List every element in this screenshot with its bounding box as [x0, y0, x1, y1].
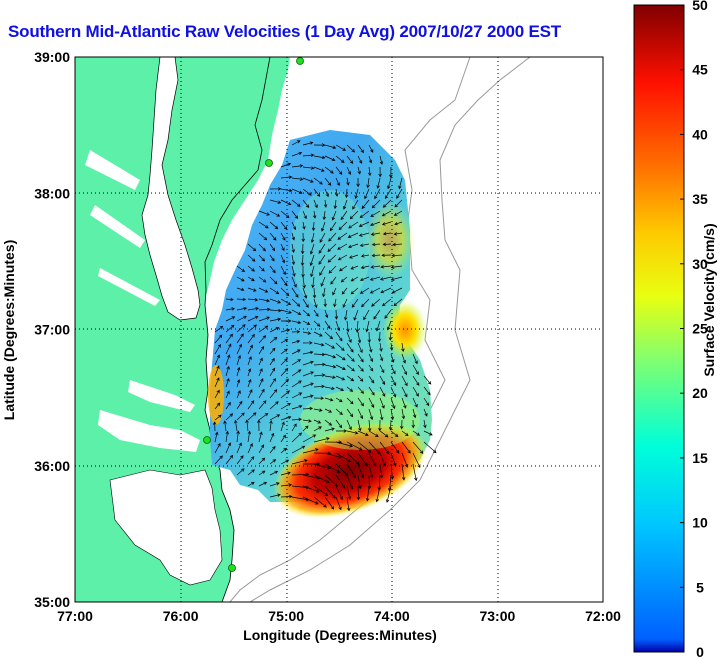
bathymetry-contours: [229, 57, 531, 602]
x-axis-label: Longitude (Degrees:Minutes): [243, 627, 437, 643]
lat-tick-label: 36:00: [34, 458, 70, 474]
colorbar-tick-label: 5: [696, 579, 704, 595]
colorbar-tick-label: 45: [692, 62, 708, 78]
colorbar-tick-label: 25: [692, 321, 708, 337]
lon-tick-label: 74:00: [374, 608, 410, 624]
lat-tick-labels: 39:00 38:00 37:00 36:00 35:00: [34, 49, 70, 610]
lon-tick-label: 73:00: [479, 608, 515, 624]
colorbar-tick-label: 35: [692, 191, 708, 207]
lon-tick-label: 75:00: [268, 608, 304, 624]
colorbar-tick-label: 15: [692, 450, 708, 466]
land-delmarva: [168, 57, 290, 300]
lat-tick-label: 38:00: [34, 185, 70, 201]
colorbar-tick-label: 20: [692, 385, 708, 401]
gridlines: [75, 57, 603, 602]
chesapeake-bay: [142, 57, 200, 320]
colorbar-tick-label: 0: [696, 644, 704, 659]
colorbar-tick-label: 30: [692, 256, 708, 272]
colorbar-tick-label: 50: [692, 0, 708, 13]
lat-tick-label: 37:00: [34, 322, 70, 338]
velocity-vectors: [212, 140, 437, 512]
colorbar-tick-label: 10: [692, 515, 708, 531]
colorbar-tick-label: 40: [692, 126, 708, 142]
axes-frame: [74, 56, 604, 603]
lon-tick-label: 77:00: [57, 608, 93, 624]
map-title: Southern Mid-Atlantic Raw Velocities (1 …: [8, 22, 561, 41]
lat-tick-label: 39:00: [34, 49, 70, 65]
lon-tick-label: 72:00: [585, 608, 621, 624]
lon-tick-labels: 77:00 76:00 75:00 74:00 73:00 72:00: [57, 608, 621, 624]
colorbar-label: Surface Velocity (cm/s): [701, 223, 717, 376]
lon-tick-label: 76:00: [163, 608, 199, 624]
pamlico-sound: [110, 470, 222, 585]
colorbar: [633, 4, 685, 653]
y-axis-label: Latitude (Degrees:Minutes): [1, 240, 17, 420]
lat-tick-label: 35:00: [34, 594, 70, 610]
